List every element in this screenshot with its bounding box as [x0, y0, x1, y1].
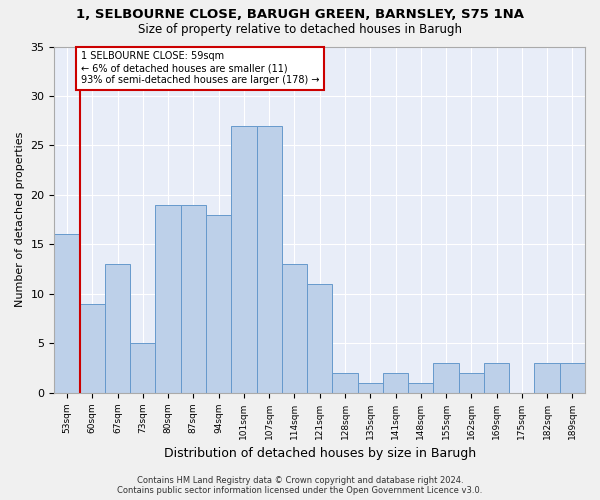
Bar [105, 264, 130, 392]
Text: 1 SELBOURNE CLOSE: 59sqm
← 6% of detached houses are smaller (11)
93% of semi-de: 1 SELBOURNE CLOSE: 59sqm ← 6% of detache… [81, 52, 319, 84]
Bar [484, 363, 509, 392]
Bar [307, 284, 332, 393]
Bar [433, 363, 458, 392]
Bar [80, 304, 105, 392]
Bar [408, 382, 433, 392]
Bar [231, 126, 257, 392]
Bar [130, 343, 155, 392]
Bar [206, 214, 231, 392]
Text: Contains HM Land Registry data © Crown copyright and database right 2024.
Contai: Contains HM Land Registry data © Crown c… [118, 476, 482, 495]
Bar [560, 363, 585, 392]
Bar [155, 204, 181, 392]
Bar [332, 373, 358, 392]
X-axis label: Distribution of detached houses by size in Barugh: Distribution of detached houses by size … [164, 447, 476, 460]
Bar [257, 126, 282, 392]
Text: 1, SELBOURNE CLOSE, BARUGH GREEN, BARNSLEY, S75 1NA: 1, SELBOURNE CLOSE, BARUGH GREEN, BARNSL… [76, 8, 524, 20]
Bar [535, 363, 560, 392]
Text: Size of property relative to detached houses in Barugh: Size of property relative to detached ho… [138, 22, 462, 36]
Bar [282, 264, 307, 392]
Bar [458, 373, 484, 392]
Bar [358, 382, 383, 392]
Bar [55, 234, 80, 392]
Bar [181, 204, 206, 392]
Bar [383, 373, 408, 392]
Y-axis label: Number of detached properties: Number of detached properties [15, 132, 25, 307]
